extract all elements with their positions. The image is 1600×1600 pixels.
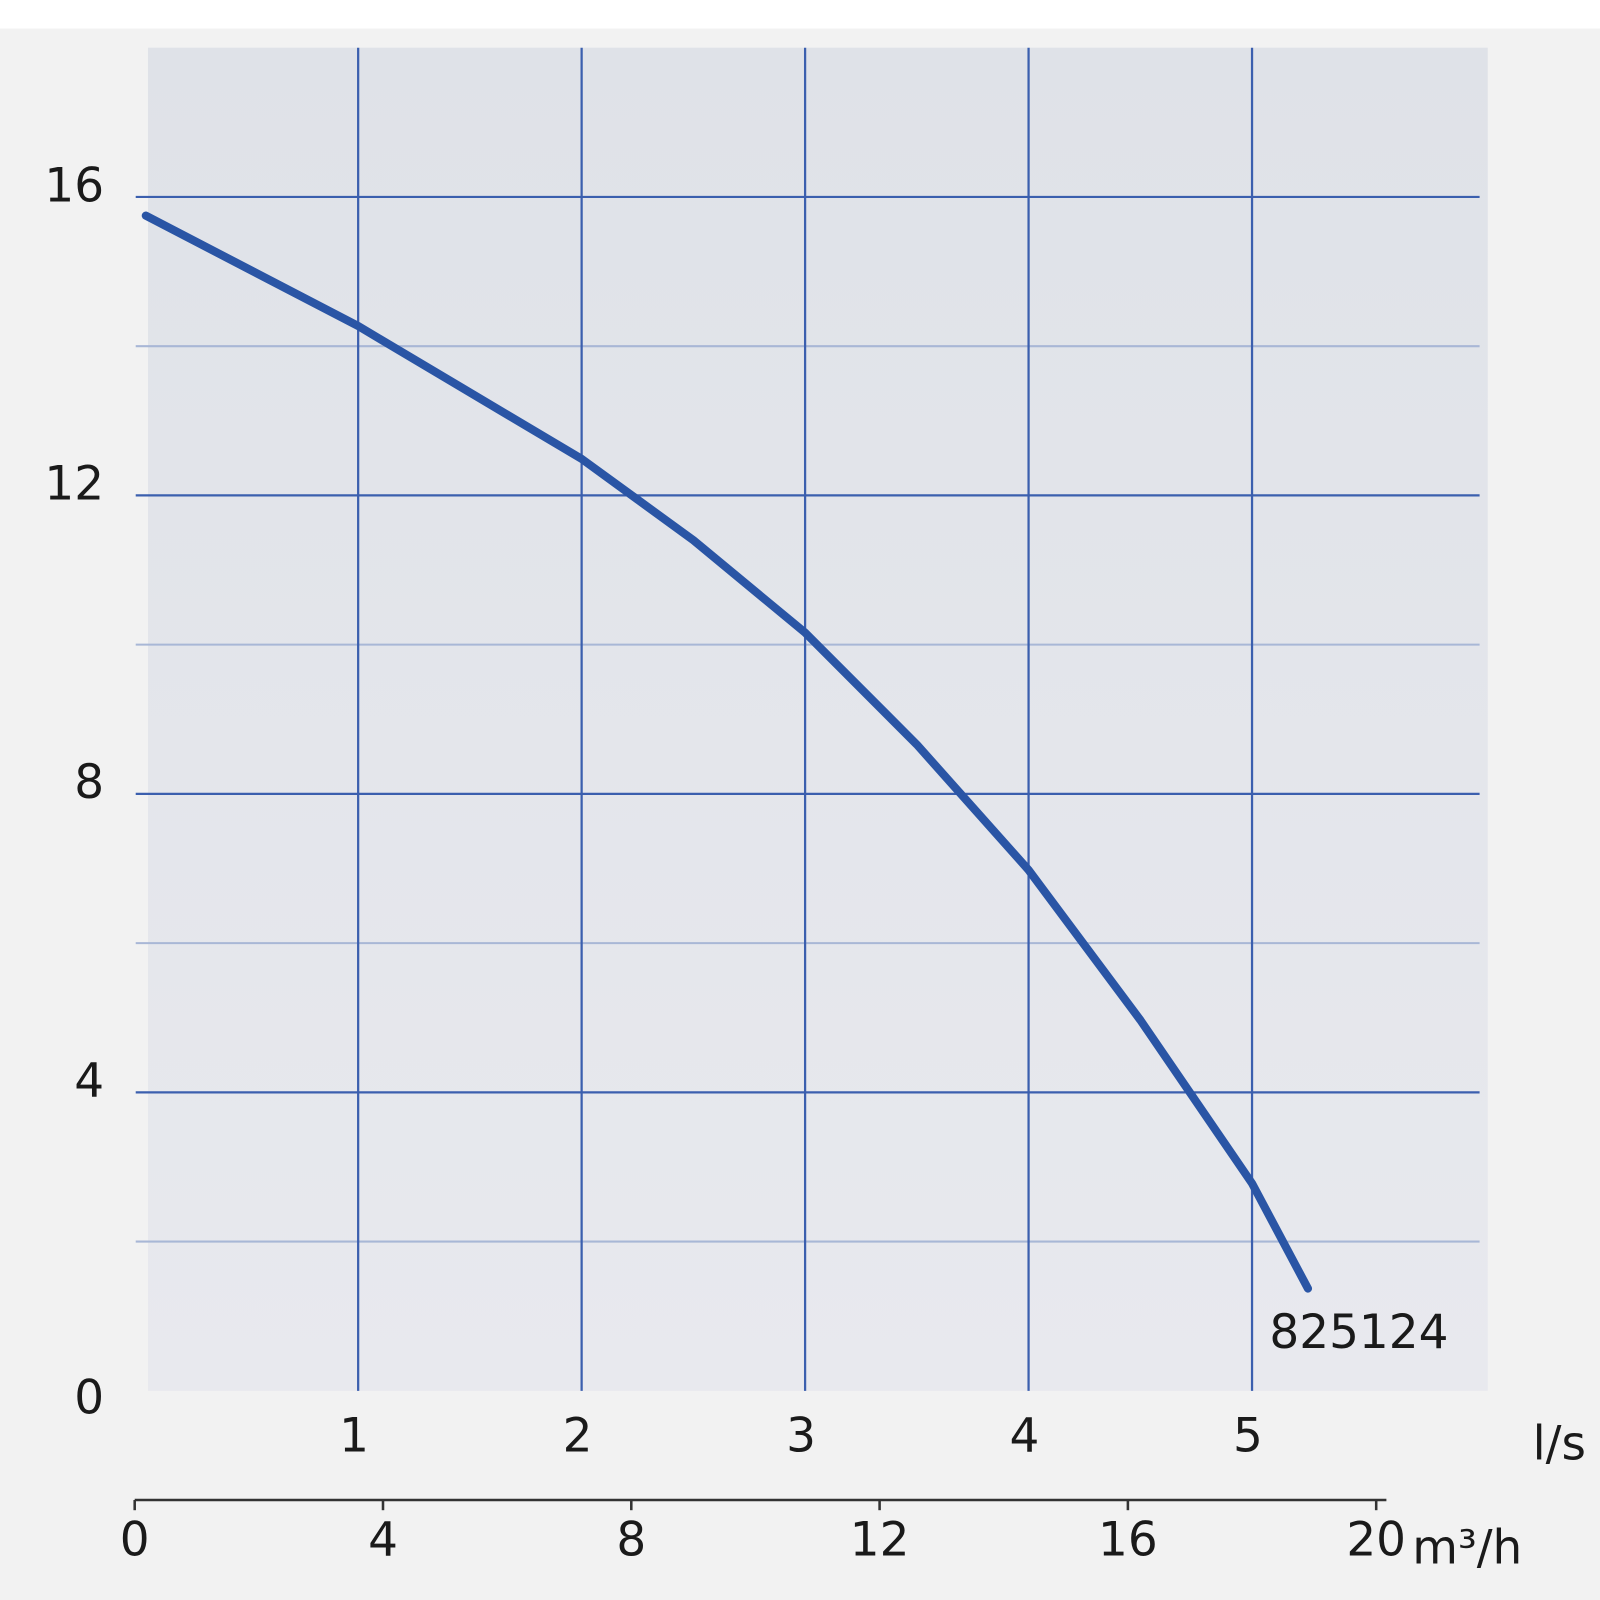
x2-tick-label: 16: [1098, 1512, 1158, 1567]
x-tick-label: 2: [563, 1408, 593, 1463]
plot-area: [147, 47, 1488, 1391]
x2-unit-label: m³/h: [1412, 1521, 1522, 1576]
series-label: 825124: [1269, 1305, 1448, 1360]
x2-tick-label: 20: [1346, 1512, 1406, 1567]
y-tick-label: 12: [44, 457, 104, 512]
y-tick-label: 8: [74, 755, 104, 810]
x-tick-label: 4: [1010, 1408, 1040, 1463]
x2-tick-label: 4: [368, 1512, 398, 1567]
y-tick-label: 4: [74, 1054, 104, 1109]
top-strip: [0, 0, 1600, 29]
x-tick-label: 3: [786, 1408, 816, 1463]
x2-tick-label: 8: [616, 1512, 646, 1567]
x-unit-label: l/s: [1533, 1416, 1586, 1471]
x2-tick-label: 12: [850, 1512, 910, 1567]
data-line: [141, 211, 1313, 1293]
y-tick-label: 0: [74, 1371, 104, 1426]
x2-tick-label: 0: [120, 1512, 150, 1567]
y-tick-label: 16: [44, 158, 104, 213]
x-tick-label: 1: [339, 1408, 369, 1463]
x-tick-label: 5: [1233, 1408, 1263, 1463]
